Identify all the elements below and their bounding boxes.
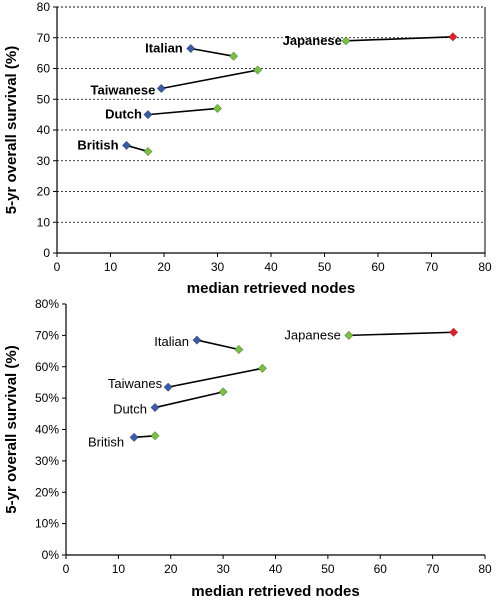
x-tick-label: 30 bbox=[216, 562, 230, 576]
x-tick-label: 40 bbox=[264, 260, 278, 274]
x-tick-label: 50 bbox=[318, 260, 332, 274]
x-tick-label: 10 bbox=[112, 562, 126, 576]
point-end-japanese bbox=[448, 32, 458, 42]
connector-line-dutch bbox=[147, 107, 218, 116]
y-tick-label: 10% bbox=[35, 517, 59, 531]
x-tick-label: 40 bbox=[269, 562, 283, 576]
point-start-italian bbox=[192, 335, 202, 345]
chart-2: 0% 10% 20% 30% 40% 50% 60% 70% 80% 0 10 20 30 40 50 60 7… bbox=[3, 297, 492, 600]
connector-line-british bbox=[126, 144, 149, 153]
x-tick-label: 20 bbox=[164, 562, 178, 576]
x-tick-label: 20 bbox=[157, 260, 171, 274]
y-tick-label: 60 bbox=[37, 62, 51, 76]
y-tick-label: 0 bbox=[43, 246, 50, 260]
y-tick-label: 10 bbox=[37, 215, 51, 229]
y-tick-label: 70 bbox=[37, 31, 51, 45]
point-start-japanese bbox=[344, 330, 354, 340]
x-axis-label: median retrieved nodes bbox=[187, 280, 355, 297]
connector-line-italian bbox=[196, 339, 240, 351]
y-axis-label: 5-yr overall survival (%) bbox=[3, 46, 20, 214]
x-tick-label: 50 bbox=[321, 562, 335, 576]
point-label-british: British bbox=[77, 137, 118, 152]
y-tick-label: 30% bbox=[35, 454, 59, 468]
y-tick-label: 70% bbox=[35, 328, 59, 342]
y-tick-label: 20 bbox=[37, 185, 51, 199]
y-tick-label: 50% bbox=[35, 391, 59, 405]
connector-line-japanese bbox=[348, 331, 454, 337]
point-start-taiwanese bbox=[156, 83, 166, 94]
y-tick-label: 50 bbox=[37, 92, 51, 106]
point-end-taiwanese bbox=[253, 65, 263, 75]
connector-line-japanese bbox=[345, 36, 453, 42]
point-end-dutch bbox=[218, 387, 228, 397]
point-end-japanese bbox=[448, 327, 459, 337]
x-tick-label: 70 bbox=[425, 260, 439, 274]
connector-line-taiwanese bbox=[161, 69, 258, 90]
x-tick-label: 80 bbox=[478, 562, 492, 576]
point-start-dutch bbox=[150, 402, 160, 413]
point-label-dutch: Dutch bbox=[105, 107, 142, 122]
y-axis-label: 5-yr overall survival (%) bbox=[3, 345, 20, 513]
point-label-taiwanese: Taiwanese bbox=[91, 82, 156, 97]
x-tick-label: 70 bbox=[426, 562, 440, 576]
x-axis-label: median retrieved nodes bbox=[191, 583, 359, 600]
x-tick-label: 30 bbox=[211, 260, 225, 274]
point-end-taiwanes bbox=[257, 363, 268, 373]
y-tick-label: 40 bbox=[37, 123, 51, 137]
point-label-japanese: Japanese bbox=[284, 327, 340, 342]
chart-1: 0 10 20 30 40 50 60 70 80 0 10 20 30 40 50 60 70 80 median… bbox=[3, 0, 492, 297]
x-tick-label: 60 bbox=[371, 260, 385, 274]
point-end-italian bbox=[228, 51, 239, 61]
x-tick-label: 10 bbox=[104, 260, 118, 274]
point-end-british bbox=[150, 431, 160, 441]
point-label-italian: Italian bbox=[145, 41, 183, 56]
point-label-british: British bbox=[88, 434, 124, 449]
y-tick-label: 30 bbox=[37, 154, 51, 168]
point-start-taiwanes bbox=[163, 382, 173, 392]
point-label-dutch: Dutch bbox=[113, 402, 147, 417]
y-tick-label: 40% bbox=[35, 423, 59, 437]
connector-line-italian bbox=[190, 47, 234, 57]
y-tick-label: 20% bbox=[35, 485, 59, 499]
point-start-japanese bbox=[341, 36, 351, 46]
point-end-italian bbox=[234, 344, 244, 355]
y-tick-label: 0% bbox=[42, 548, 60, 562]
point-start-british bbox=[129, 432, 139, 442]
x-tick-label: 0 bbox=[63, 562, 70, 576]
x-tick-label: 0 bbox=[54, 260, 61, 274]
x-tick-label: 60 bbox=[374, 562, 388, 576]
point-end-dutch bbox=[212, 103, 223, 114]
point-label-taiwanes: Taiwanes bbox=[108, 376, 163, 391]
y-tick-label: 60% bbox=[35, 360, 59, 374]
y-tick-label: 80% bbox=[35, 297, 59, 311]
connector-line-taiwanes bbox=[167, 367, 263, 388]
point-start-dutch bbox=[143, 110, 153, 120]
point-start-british bbox=[121, 140, 132, 150]
y-tick-label: 80 bbox=[37, 0, 51, 14]
point-label-japanese: Japanese bbox=[283, 33, 342, 48]
point-end-british bbox=[143, 146, 153, 157]
point-start-italian bbox=[186, 43, 196, 54]
x-tick-label: 80 bbox=[478, 260, 492, 274]
point-label-italian: Italian bbox=[154, 334, 189, 349]
connector-line-dutch bbox=[154, 391, 224, 409]
